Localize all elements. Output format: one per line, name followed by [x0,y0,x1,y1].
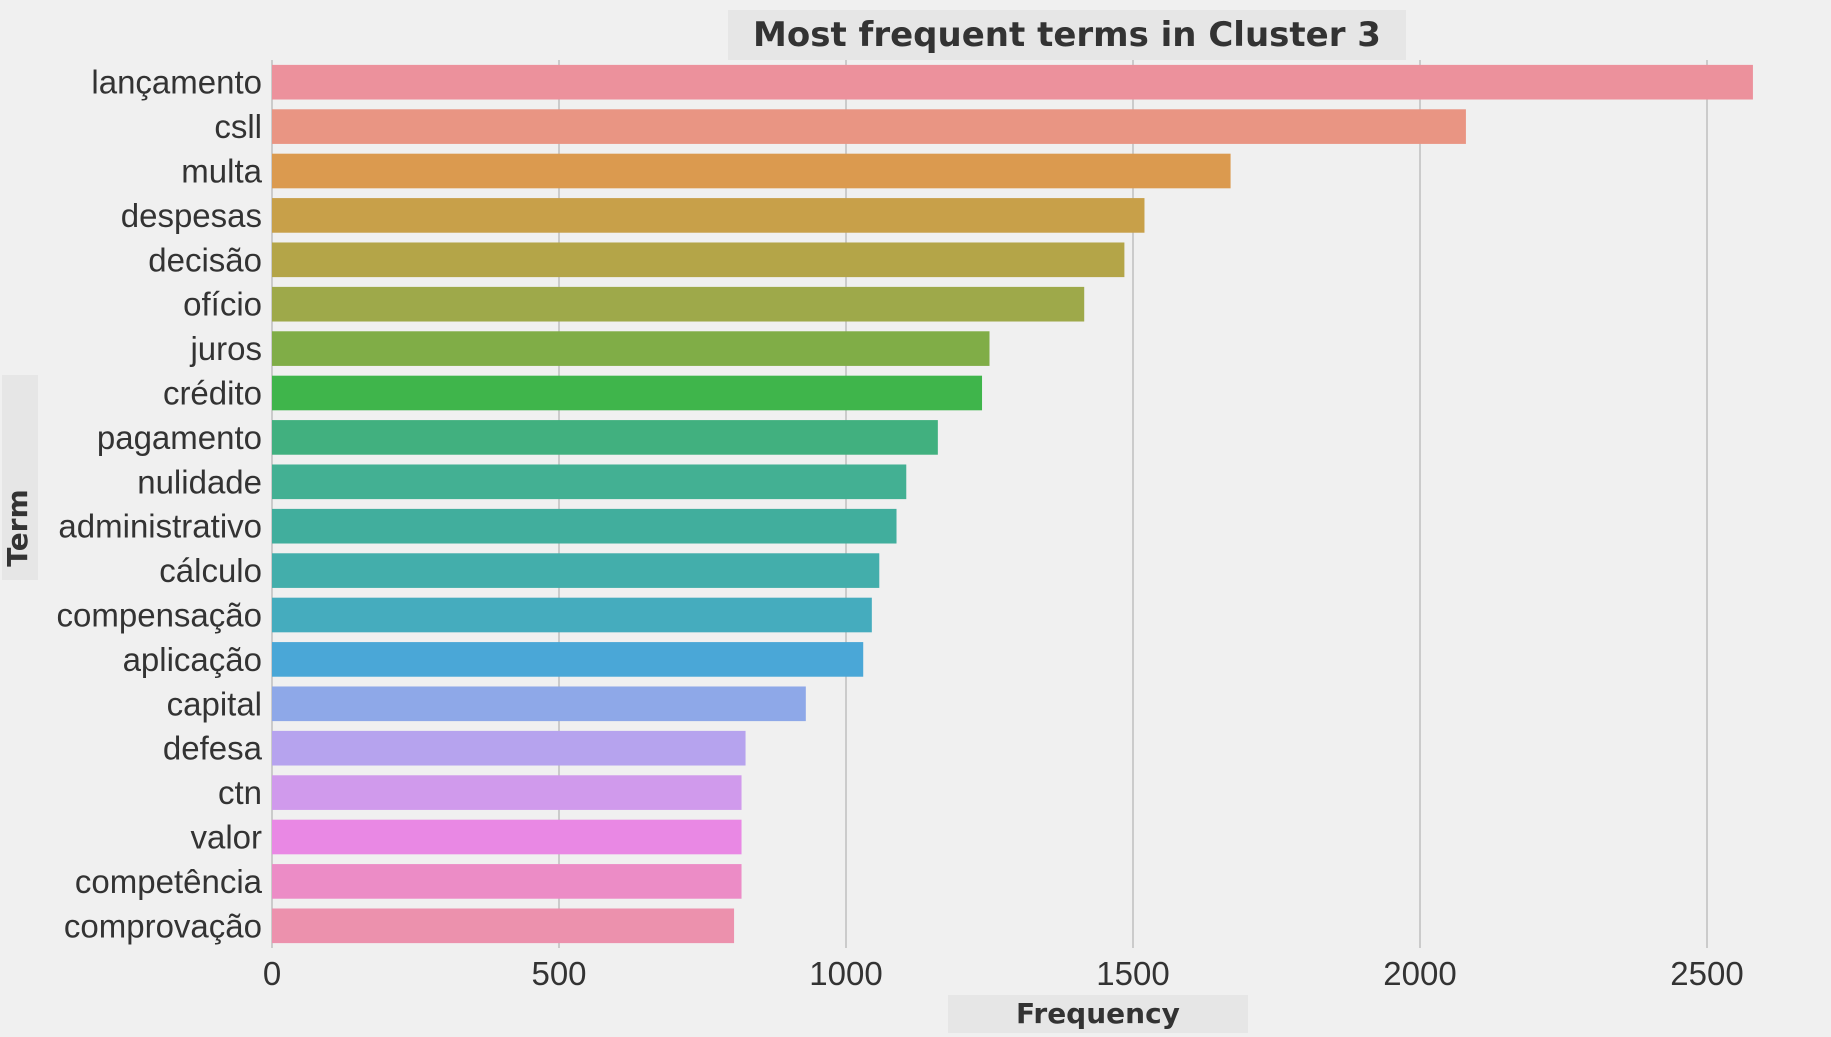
y-axis-label: Term [1,489,34,567]
y-tick-label: aplicação [123,641,262,678]
bar-9 [272,464,907,500]
title-background [728,10,1406,60]
x-tick-label: 1000 [809,955,882,992]
bar-2 [272,153,1231,189]
bar-19 [272,908,735,944]
y-tick-label: pagamento [97,419,262,456]
x-tick-label: 500 [531,955,586,992]
y-tick-label: csll [214,108,262,145]
bar-3 [272,198,1145,233]
x-tick-label: 2000 [1383,955,1456,992]
y-tick-label: lançamento [91,64,262,101]
y-tick-label: ofício [183,286,262,323]
bar-16 [272,775,742,810]
y-tick-label: nulidade [137,463,262,500]
y-tick-label: despesas [121,197,262,234]
bar-14 [272,686,806,722]
y-tick-label: valor [190,819,262,856]
bar-5 [272,286,1085,322]
y-tick-label: compensação [57,597,262,634]
bar-15 [272,730,746,766]
y-tick-label: defesa [163,730,263,767]
y-tick-label: capital [167,685,262,722]
bar-10 [272,508,897,544]
bar-1 [272,109,1466,144]
y-tick-label: decisão [148,241,262,278]
x-tick-label: 2500 [1670,955,1743,992]
y-tick-label: cálculo [159,552,262,589]
bar-12 [272,597,872,633]
chart-title: Most frequent terms in Cluster 3 [753,15,1381,55]
bar-4 [272,242,1125,278]
bar-11 [272,553,880,588]
y-tick-label: comprovação [64,907,262,944]
bar-0 [272,64,1753,100]
y-axis-label-background [2,375,38,580]
bar-7 [272,375,983,411]
x-axis-label-background [948,995,1248,1033]
y-tick-label: juros [189,330,262,367]
x-axis-label: Frequency [1016,997,1180,1030]
bar-17 [272,819,742,855]
x-tick-label: 0 [263,955,281,992]
y-tick-label: ctn [218,774,262,811]
y-tick-label: competência [75,863,263,900]
y-tick-label: multa [181,153,262,190]
bar-6 [272,331,990,366]
y-tick-label: administrativo [58,508,262,545]
x-tick-label: 1500 [1096,955,1169,992]
y-tick-label: crédito [163,375,262,412]
bar-8 [272,420,938,455]
bar-13 [272,642,864,677]
bar-18 [272,864,742,899]
